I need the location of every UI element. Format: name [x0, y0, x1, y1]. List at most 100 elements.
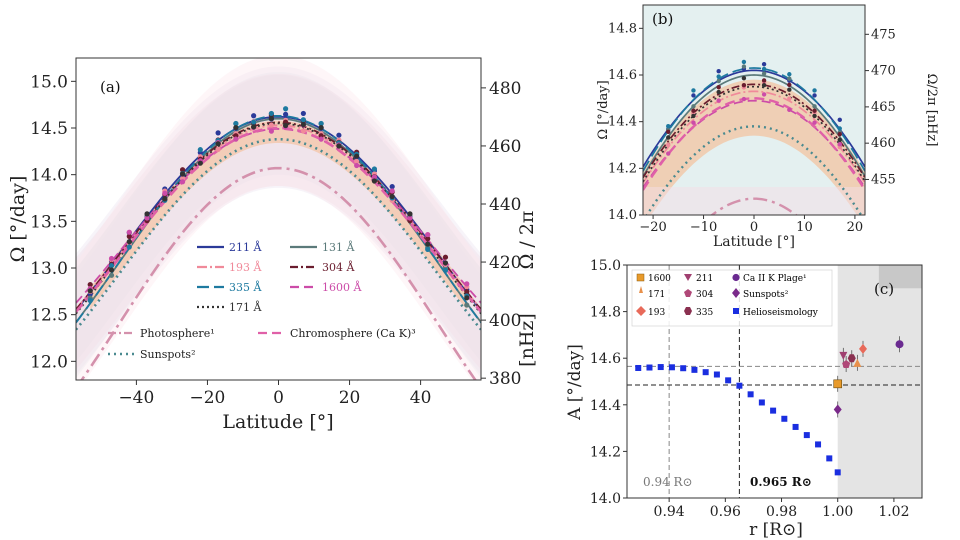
data-point	[233, 136, 239, 142]
legend-text-193: 193 Å	[229, 260, 262, 274]
data-point	[126, 239, 132, 245]
legend-text-photosphere: Photosphere¹	[140, 327, 215, 340]
x-tick-label: −20	[190, 388, 226, 408]
panel-a-uncertainty-bands	[76, 58, 481, 380]
legend-text-171: 171 Å	[229, 300, 262, 314]
helio-point	[691, 366, 698, 373]
band-chromosphere-b	[643, 79, 865, 215]
x-tick-label: 20	[339, 388, 361, 408]
y-tick-label: 13.0	[30, 259, 68, 279]
data-point	[87, 281, 93, 288]
legend-marker-171	[639, 286, 643, 293]
data-point-b	[741, 59, 747, 65]
band-4	[76, 58, 481, 380]
data-point-b	[666, 142, 671, 148]
legend-211: 211	[696, 274, 713, 284]
data-point	[389, 193, 395, 200]
y2-tick-label-b: 460	[871, 136, 896, 151]
y-tick-label: 14.0	[30, 166, 68, 186]
data-point	[407, 215, 413, 221]
data-point	[251, 124, 257, 130]
data-point-b	[666, 123, 671, 129]
obs-335	[847, 354, 856, 363]
panel-a-ticks: −40 −20 0 20 40 12.0 12.5 13.0 13.5 14.0 14.5 15.0 3…	[30, 72, 521, 408]
band-3	[76, 66, 481, 375]
panel-a: −40 −20 0 20 40 12.0 12.5 13.0 13.5 14.0 14.5 15.0 3…	[7, 57, 538, 433]
data-point	[108, 267, 115, 273]
legend-text-chromosphere: Chromosphere (Ca K)³	[290, 327, 416, 340]
data-point	[144, 211, 150, 217]
data-point	[300, 128, 306, 134]
obs-304	[842, 360, 851, 369]
data-point	[126, 244, 132, 250]
data-point	[442, 254, 449, 260]
y-tick-label: 12.0	[30, 352, 68, 372]
data-point-b	[787, 107, 792, 113]
helio-point	[747, 391, 754, 398]
series-line-1600-	[76, 128, 481, 304]
data-point-b	[761, 61, 767, 67]
data-point	[464, 288, 470, 295]
data-point-b	[691, 104, 696, 109]
data-point	[354, 162, 360, 169]
x-tick-label-b: −20	[639, 220, 666, 235]
vline-label-0965: 0.965 R⊙	[750, 475, 812, 489]
data-point	[108, 272, 115, 278]
vline-label-094: 0.94 R⊙	[643, 475, 693, 489]
helio-point	[792, 423, 799, 430]
band-1	[76, 72, 481, 379]
data-point-b	[787, 87, 792, 92]
legend-335: 335	[696, 308, 713, 318]
data-point	[300, 121, 306, 128]
data-point	[425, 241, 431, 247]
data-point	[407, 211, 413, 217]
series-line-b-335-	[643, 67, 865, 172]
panel-b-ylabel-right: Ω/2π [nHz]	[924, 74, 939, 147]
data-point	[425, 246, 431, 252]
legend-text-131: 131 Å	[322, 240, 355, 254]
obs-1600	[833, 379, 843, 389]
obs-ca-ii-k-plage-	[895, 340, 904, 349]
helio-point	[702, 369, 709, 376]
y-tick-label-b: 14.6	[608, 68, 637, 83]
helio-point	[635, 364, 642, 371]
panel-b-xlabel: Latitude [°]	[713, 234, 795, 250]
data-point-b	[741, 64, 747, 69]
y-tick-label-c: 14.4	[590, 398, 621, 414]
legend-193: 193	[648, 308, 665, 318]
panel-c-label: (c)	[874, 280, 894, 298]
x-tick-label: 40	[410, 388, 432, 408]
legend-text-304: 304 Å	[322, 260, 355, 274]
panel-b-pink-band	[643, 187, 865, 215]
legend-171: 171	[648, 290, 665, 300]
data-point-b	[812, 120, 817, 125]
data-point	[268, 122, 274, 128]
panel-a-label: (a)	[100, 78, 121, 96]
y2-tick-label-b: 455	[871, 172, 896, 187]
data-point-b	[691, 93, 696, 98]
data-point-b	[741, 96, 747, 102]
data-point	[371, 166, 378, 172]
atmosphere-region-dark	[878, 265, 922, 289]
y2-tick-label-b: 470	[871, 64, 896, 79]
legend-text-211: 211 Å	[229, 240, 262, 254]
data-point-b	[691, 88, 696, 93]
data-point	[371, 174, 378, 180]
series-line-b-sunspots-	[645, 125, 863, 215]
y2-tick-label: 400	[489, 311, 521, 331]
legend-marker-335	[684, 307, 692, 315]
band-2	[76, 73, 481, 370]
y-tick-label: 15.0	[30, 72, 68, 92]
y-tick-label: 12.5	[30, 306, 68, 326]
data-point	[268, 110, 274, 117]
data-point-b	[716, 69, 721, 74]
y2-tick-label: 480	[489, 79, 521, 99]
legend-marker-plage	[732, 273, 740, 282]
data-point	[144, 215, 150, 221]
series-line-b-304-	[643, 83, 865, 179]
legend-text-sunspots: Sunspots²	[140, 348, 196, 361]
helio-point	[834, 469, 841, 476]
y-tick-label-c: 15.0	[590, 258, 621, 274]
series-line-b-photosphere-	[710, 197, 798, 215]
